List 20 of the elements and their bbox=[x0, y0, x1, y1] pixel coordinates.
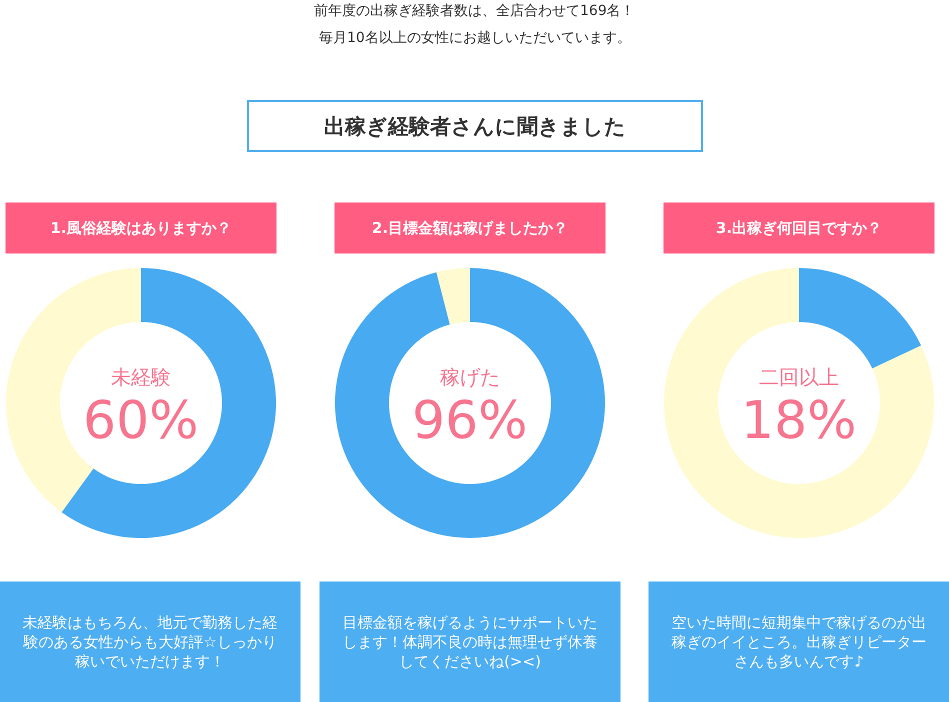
text: 未経験はもちろん、地元で勤務した経験のある女性からも大好評☆しっかり稼いでいただけます！ bbox=[22, 614, 278, 670]
donut-slice bbox=[436, 268, 470, 325]
slice-label: 二回以上 bbox=[759, 365, 839, 389]
chart-title: 2.目標金額は稼げましたか？ bbox=[372, 219, 568, 237]
data-label: 18% bbox=[741, 391, 857, 451]
slice-label: 稼げた bbox=[440, 365, 500, 389]
text: 前年度の出稼ぎ経験者数は、全店合わせて169名！ bbox=[314, 3, 635, 19]
data-label: 96% bbox=[412, 391, 528, 451]
chart-title: 3.出稼ぎ何回目ですか？ bbox=[716, 219, 882, 237]
text: 毎月10名以上の女性にお越しいただいています。 bbox=[319, 30, 631, 46]
text: 出稼ぎ経験者さんに聞きました bbox=[324, 114, 626, 138]
chart-title: 1.風俗経験はありますか？ bbox=[50, 219, 232, 237]
slice-label: 未経験 bbox=[111, 365, 171, 389]
data-label: 60% bbox=[83, 391, 199, 451]
donut-slice bbox=[799, 268, 922, 369]
text: 目標金額を稼げるようにサポートいたします！体調不良の時は無理せず休養してくださいね(><) bbox=[342, 614, 598, 670]
donut-slice bbox=[335, 268, 605, 538]
text: 空いた時間に短期集中で稼げるのが出稼ぎのイイところ。出稼ぎリピーターさんも多いんです♪ bbox=[672, 614, 926, 670]
donut-slice bbox=[62, 268, 276, 538]
donut-slice bbox=[664, 268, 934, 538]
